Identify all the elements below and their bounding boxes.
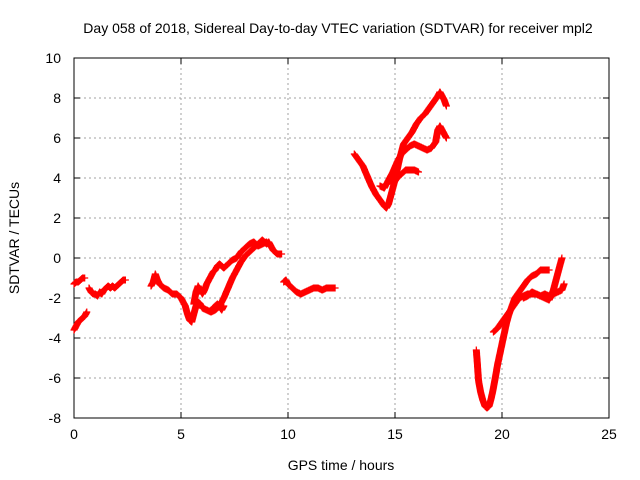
y-tick-label: 8 bbox=[53, 90, 61, 106]
x-tick-label: 0 bbox=[70, 426, 78, 442]
x-tick-label: 25 bbox=[601, 426, 617, 442]
y-tick-label: 0 bbox=[53, 250, 61, 266]
data-series-segment bbox=[70, 274, 89, 288]
axis-ticks: 0 5 10 15 20 25 -8 -6 -4 -2 0 2 4 6 8 10 bbox=[45, 50, 617, 442]
data-point-markers bbox=[472, 266, 553, 412]
y-tick-label: 10 bbox=[45, 50, 61, 66]
data-point-markers bbox=[280, 276, 339, 298]
data-point-markers bbox=[389, 166, 422, 188]
data-point-markers bbox=[519, 254, 566, 304]
x-tick-label: 15 bbox=[387, 426, 403, 442]
data-series-segment bbox=[280, 276, 339, 298]
x-tick-label: 20 bbox=[494, 426, 510, 442]
y-tick-label: -8 bbox=[49, 410, 62, 426]
data-series-segment bbox=[147, 236, 286, 326]
data-series-segment bbox=[209, 300, 228, 314]
data-point-markers bbox=[209, 300, 228, 314]
data-series-segment bbox=[376, 122, 450, 192]
data-series-segment bbox=[70, 308, 91, 334]
data-point-markers bbox=[350, 88, 450, 212]
grid-lines bbox=[74, 58, 609, 418]
data-point-markers bbox=[147, 236, 286, 326]
data-point-markers bbox=[70, 308, 91, 334]
x-axis-label: GPS time / hours bbox=[288, 457, 395, 473]
y-tick-label: -6 bbox=[49, 370, 62, 386]
data-series-segment bbox=[350, 88, 450, 212]
data-series-segment bbox=[85, 276, 129, 300]
data-point-markers bbox=[85, 276, 129, 300]
data-series-segment bbox=[190, 238, 271, 308]
x-tick-label: 5 bbox=[177, 426, 185, 442]
y-tick-label: -4 bbox=[49, 330, 62, 346]
data-series-segment bbox=[472, 266, 553, 412]
data-point-markers bbox=[376, 122, 450, 192]
y-tick-label: 4 bbox=[53, 170, 61, 186]
x-tick-label: 10 bbox=[280, 426, 296, 442]
data-point-markers bbox=[70, 274, 89, 288]
y-tick-label: -2 bbox=[49, 290, 62, 306]
data-series-segment bbox=[389, 166, 422, 188]
y-tick-label: 2 bbox=[53, 210, 61, 226]
plot-frame bbox=[73, 57, 610, 419]
chart-title: Day 058 of 2018, Sidereal Day-to-day VTE… bbox=[83, 20, 593, 36]
data-series-segment bbox=[519, 254, 566, 304]
data-points bbox=[70, 88, 568, 412]
y-axis-label: SDTVAR / TECUs bbox=[6, 182, 22, 294]
y-tick-label: 6 bbox=[53, 130, 61, 146]
data-point-markers bbox=[190, 238, 271, 308]
